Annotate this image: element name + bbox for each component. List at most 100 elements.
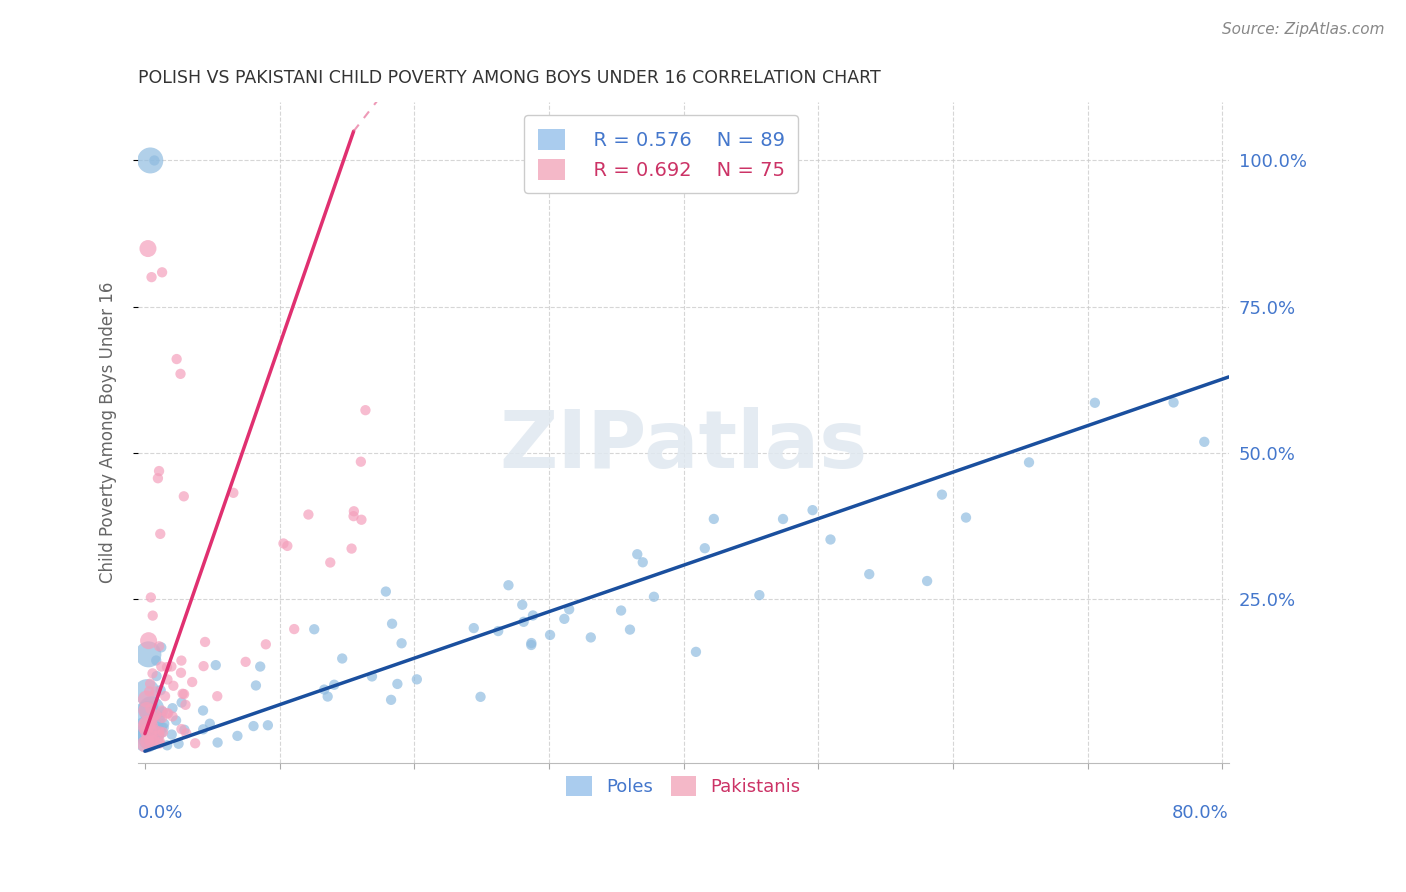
Point (135, 737, 157, 751)
Point (1018, 455, 1040, 469)
Point (643, 590, 665, 604)
Point (148, 464, 170, 478)
Point (619, 623, 641, 637)
Point (520, 638, 543, 652)
Point (512, 615, 534, 629)
Point (169, 367, 191, 381)
Point (486, 624, 509, 638)
Point (520, 636, 543, 650)
Point (276, 539, 298, 553)
Point (170, 665, 193, 680)
Point (343, 504, 366, 518)
Point (138, 648, 160, 662)
Point (498, 578, 520, 592)
Point (143, 153, 166, 168)
Point (235, 655, 257, 669)
Point (145, 707, 167, 722)
Point (470, 690, 492, 704)
Point (173, 687, 195, 701)
Point (693, 541, 716, 556)
Point (148, 709, 170, 723)
Point (685, 645, 707, 659)
Point (135, 732, 157, 747)
Point (167, 737, 190, 751)
Point (1163, 395, 1185, 409)
Point (156, 739, 179, 753)
Point (145, 669, 167, 683)
Point (148, 736, 170, 750)
Point (579, 631, 602, 645)
Point (626, 547, 648, 561)
Point (160, 659, 183, 673)
Point (703, 512, 725, 526)
Point (152, 721, 174, 735)
Point (142, 710, 165, 724)
Point (141, 270, 163, 285)
Point (184, 736, 207, 750)
Point (173, 489, 195, 503)
Point (323, 678, 346, 692)
Point (249, 659, 271, 673)
Point (170, 722, 193, 736)
Point (273, 536, 295, 550)
Point (141, 702, 163, 716)
Point (136, 242, 159, 256)
Point (191, 704, 214, 718)
Text: ZIPatlas: ZIPatlas (499, 407, 868, 484)
Point (156, 706, 179, 721)
Point (141, 729, 163, 743)
Point (631, 555, 654, 569)
Point (149, 734, 172, 748)
Point (143, 723, 166, 737)
Point (146, 471, 169, 485)
Text: 0.0%: 0.0% (138, 804, 184, 822)
Point (135, 719, 157, 733)
Point (198, 716, 221, 731)
Point (361, 669, 384, 683)
Point (173, 723, 195, 737)
Point (772, 512, 794, 526)
Point (174, 698, 197, 712)
Point (387, 677, 409, 691)
Point (297, 508, 319, 522)
Point (157, 706, 180, 721)
Point (153, 689, 176, 703)
Point (138, 633, 160, 648)
Point (149, 712, 172, 726)
Point (193, 659, 215, 673)
Point (181, 675, 204, 690)
Point (150, 265, 173, 279)
Point (149, 683, 172, 698)
Point (610, 603, 633, 617)
Point (138, 734, 160, 748)
Point (820, 533, 842, 547)
Point (139, 591, 162, 605)
Point (135, 706, 157, 721)
Point (242, 719, 264, 733)
Point (381, 616, 404, 631)
Point (156, 673, 179, 687)
Point (141, 666, 163, 681)
Point (139, 153, 162, 168)
Point (165, 714, 187, 728)
Point (148, 640, 170, 654)
Point (463, 621, 485, 635)
Legend: Poles, Pakistanis: Poles, Pakistanis (560, 769, 808, 804)
Point (1084, 396, 1107, 410)
Point (139, 731, 162, 745)
Point (170, 654, 193, 668)
Point (136, 717, 159, 731)
Point (139, 702, 162, 716)
Text: 80.0%: 80.0% (1173, 804, 1229, 822)
Point (162, 709, 184, 723)
Point (350, 513, 373, 527)
Point (148, 728, 170, 742)
Point (558, 602, 581, 616)
Point (142, 698, 165, 713)
Point (148, 727, 170, 741)
Point (162, 701, 184, 715)
Point (510, 598, 533, 612)
Point (194, 635, 217, 649)
Point (257, 718, 280, 732)
Point (142, 717, 165, 731)
